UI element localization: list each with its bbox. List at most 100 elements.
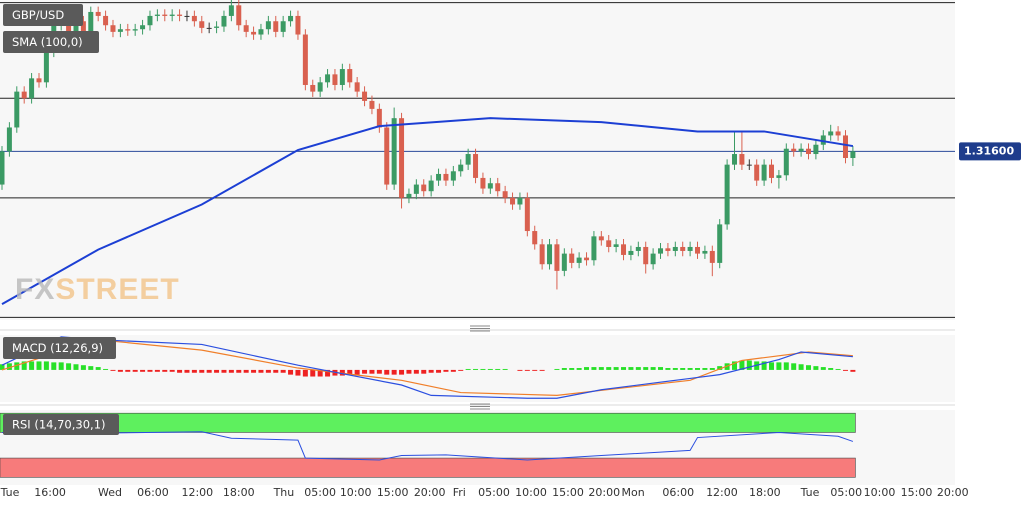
rsi-line bbox=[1, 431, 854, 461]
macd-histogram-bar bbox=[709, 368, 715, 370]
macd-histogram-bar bbox=[798, 364, 804, 370]
macd-line bbox=[1, 336, 853, 399]
candle-body bbox=[776, 175, 782, 178]
candle-body bbox=[302, 34, 308, 85]
candle-body bbox=[95, 11, 101, 16]
macd-histogram-bar bbox=[532, 369, 538, 371]
macd-histogram-bar bbox=[140, 369, 146, 372]
candle-body bbox=[251, 31, 257, 35]
macd-histogram-bar bbox=[258, 369, 264, 373]
x-tick-label: Mon bbox=[622, 486, 645, 499]
macd-histogram-bar bbox=[21, 361, 27, 370]
macd-histogram-bar bbox=[29, 361, 35, 370]
candle-body bbox=[650, 253, 656, 265]
x-tick-label: 05:00 bbox=[478, 486, 510, 499]
macd-histogram-bar bbox=[650, 367, 656, 370]
x-tick-label: Fri bbox=[453, 486, 466, 499]
pane-handle[interactable] bbox=[470, 403, 490, 410]
rsi-legend[interactable]: RSI (14,70,30,1) bbox=[12, 418, 106, 432]
candle-body bbox=[206, 27, 212, 29]
candle-body bbox=[850, 151, 856, 159]
macd-histogram-bar bbox=[362, 369, 368, 374]
macd-histogram-bar bbox=[36, 361, 42, 370]
macd-histogram-bar bbox=[495, 368, 501, 370]
candle-body bbox=[584, 257, 590, 261]
candle-body bbox=[103, 15, 109, 26]
candle-body bbox=[761, 164, 767, 181]
macd-histogram-bar bbox=[621, 367, 627, 370]
macd-histogram-bar bbox=[628, 367, 634, 370]
macd-histogram-bar bbox=[717, 366, 723, 370]
candle-body bbox=[709, 250, 715, 263]
macd-histogram-bar bbox=[125, 369, 131, 372]
candle-body bbox=[354, 82, 360, 92]
macd-histogram-bar bbox=[502, 368, 508, 370]
rsi-legend-box[interactable] bbox=[3, 414, 119, 435]
macd-histogram-bar bbox=[391, 369, 397, 375]
candle-body bbox=[746, 164, 752, 166]
candle-body bbox=[502, 191, 508, 198]
candle-body bbox=[421, 184, 427, 192]
candle-body bbox=[561, 253, 567, 271]
macd-histogram-bar bbox=[665, 368, 671, 370]
candle-body bbox=[539, 244, 545, 265]
macd-histogram-bar bbox=[288, 369, 294, 375]
macd-histogram-bar bbox=[273, 369, 279, 373]
sma-legend[interactable]: SMA (100,0) bbox=[12, 35, 83, 49]
macd-histogram-bar bbox=[221, 369, 227, 373]
macd-histogram-bar bbox=[132, 369, 138, 372]
macd-legend-box[interactable] bbox=[3, 337, 116, 359]
macd-histogram-bar bbox=[295, 369, 301, 376]
candle-body bbox=[643, 246, 649, 265]
macd-histogram-bar bbox=[643, 367, 649, 370]
macd-histogram-bar bbox=[613, 367, 619, 370]
candle-body bbox=[288, 15, 294, 22]
symbol-label[interactable]: GBP/USD bbox=[12, 8, 64, 22]
watermark-fx: FX bbox=[15, 273, 55, 306]
macd-legend[interactable]: MACD (12,26,9) bbox=[12, 341, 103, 355]
macd-histogram-bar bbox=[206, 369, 212, 373]
last-price-box bbox=[959, 142, 1021, 161]
macd-histogram-bar bbox=[850, 369, 856, 372]
candle-body bbox=[228, 5, 234, 16]
candle-body bbox=[73, 21, 79, 32]
candle-body bbox=[436, 173, 442, 181]
macd-histogram-bar bbox=[199, 369, 205, 373]
macd-histogram-bar bbox=[443, 369, 449, 372]
macd-histogram-bar bbox=[154, 369, 160, 372]
candle-body bbox=[110, 25, 116, 32]
candle-body bbox=[495, 183, 501, 192]
candle-body bbox=[672, 246, 678, 251]
pane-handle[interactable] bbox=[470, 325, 490, 332]
candle-body bbox=[325, 74, 331, 83]
candle-body bbox=[125, 29, 131, 31]
macd-histogram-bar bbox=[465, 368, 471, 370]
macd-histogram-bar bbox=[539, 369, 545, 371]
candle-body bbox=[310, 84, 316, 92]
candle-body bbox=[21, 91, 27, 99]
macd-histogram-bar bbox=[147, 369, 153, 372]
macd-histogram-bar bbox=[117, 369, 123, 372]
candle-body bbox=[702, 250, 708, 254]
candle-body bbox=[199, 21, 205, 28]
macd-histogram-bar bbox=[95, 367, 101, 370]
x-tick-label: 12:00 bbox=[706, 486, 738, 499]
symbol-box[interactable] bbox=[3, 4, 83, 26]
candle-body bbox=[732, 154, 738, 165]
candle-body bbox=[458, 164, 464, 172]
candle-body bbox=[280, 21, 286, 32]
candle-body bbox=[258, 29, 264, 35]
macd-histogram-bar bbox=[672, 368, 678, 370]
macd-histogram-bar bbox=[436, 369, 442, 373]
macd-histogram-bar bbox=[110, 369, 116, 371]
x-tick-label: 20:00 bbox=[414, 486, 446, 499]
candle-body bbox=[510, 197, 516, 205]
x-tick-label: 18:00 bbox=[749, 486, 781, 499]
sma-legend-box[interactable] bbox=[3, 31, 99, 53]
x-tick-label: 06:00 bbox=[137, 486, 169, 499]
candle-body bbox=[576, 257, 582, 263]
macd-histogram-bar bbox=[66, 363, 72, 370]
macd-histogram-bar bbox=[591, 367, 597, 370]
candle-body bbox=[628, 250, 634, 255]
